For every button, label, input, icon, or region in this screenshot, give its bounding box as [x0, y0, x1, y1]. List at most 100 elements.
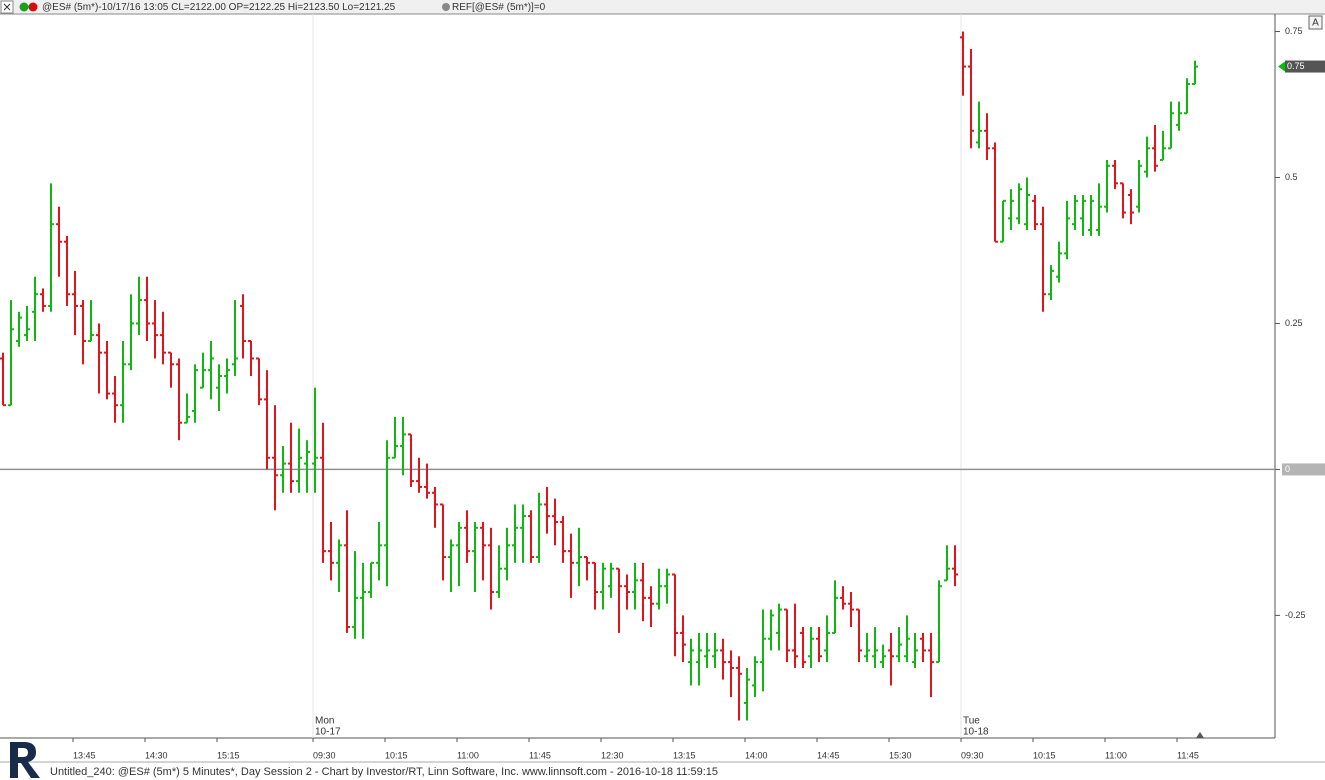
ohlc-bar	[440, 503, 446, 581]
ohlc-bar	[824, 615, 830, 663]
last-flag-arrow	[1278, 61, 1285, 72]
ohlc-bar	[208, 340, 214, 400]
ohlc-bar	[656, 568, 662, 610]
ohlc-bar	[592, 561, 598, 610]
ohlc-bar	[624, 574, 630, 610]
ohlc-bar	[632, 562, 638, 610]
ohlc-bar	[928, 632, 934, 698]
ohlc-bar	[384, 440, 390, 587]
ohlc-bar	[1056, 241, 1062, 283]
ohlc-bar	[1176, 101, 1182, 131]
ohlc-bar	[88, 300, 94, 342]
ohlc-bar	[1008, 189, 1014, 231]
ohlc-bar	[336, 539, 342, 593]
ohlc-bar	[504, 527, 510, 581]
session-day: Mon	[315, 716, 334, 727]
ref-flag-label: 0	[1285, 464, 1290, 474]
x-tick-label: 14:30	[145, 750, 168, 760]
ohlc-bar	[448, 539, 454, 593]
ohlc-bar	[184, 393, 190, 424]
ohlc-bar	[768, 609, 774, 651]
ohlc-bar	[392, 416, 398, 459]
ohlc-bar	[648, 586, 654, 628]
ohlc-bar	[496, 545, 502, 598]
ohlc-bar	[248, 339, 254, 376]
ohlc-bar	[320, 422, 326, 563]
last-flag	[1285, 60, 1325, 73]
ohlc-bar	[600, 562, 606, 610]
ohlc-bar	[936, 580, 942, 664]
ohlc-bar	[1064, 200, 1070, 260]
ohlc-bar	[128, 294, 134, 371]
ohlc-bar	[464, 510, 470, 563]
ohlc-bar	[1080, 195, 1086, 236]
ohlc-bar	[1112, 159, 1118, 190]
ohlc-bar	[720, 638, 726, 680]
ohlc-bar	[376, 521, 382, 581]
ohlc-bar	[1192, 60, 1198, 86]
ohlc-bar	[144, 276, 150, 341]
ohlc-bar	[512, 504, 518, 563]
ohlc-bar	[432, 486, 438, 528]
ohlc-bar	[904, 615, 910, 663]
ohlc-bar	[160, 311, 166, 365]
ohlc-bar	[880, 644, 886, 668]
ohlc-bar	[1072, 195, 1078, 231]
ohlc-bar	[96, 323, 102, 394]
ohlc-bar	[1152, 124, 1158, 172]
ohlc-bar	[896, 627, 902, 663]
ohlc-bar	[568, 533, 574, 598]
ohlc-bar	[192, 364, 198, 423]
y-tick-label: 0.75	[1285, 26, 1303, 36]
ohlc-bar	[968, 49, 974, 149]
ohlc-bar	[952, 545, 958, 587]
ohlc-bar	[1168, 101, 1174, 150]
ohlc-bar	[872, 627, 878, 668]
red-dot	[28, 2, 38, 12]
ohlc-bar	[864, 632, 870, 663]
ohlc-bar	[72, 270, 78, 336]
ohlc-bar	[552, 498, 558, 546]
x-tick-label: 15:15	[217, 750, 240, 760]
ohlc-bar	[912, 632, 918, 668]
ohlc-bar	[1184, 78, 1190, 115]
session-day: Tue	[963, 716, 980, 727]
ohlc-bar	[400, 416, 406, 476]
ohlc-bar	[536, 492, 542, 563]
ohlc-bar	[472, 521, 478, 593]
ohlc-bar	[1128, 189, 1134, 225]
ohlc-bar	[696, 632, 702, 686]
ohlc-bar	[312, 387, 318, 493]
ohlc-bar	[528, 510, 534, 563]
ohlc-bar	[944, 545, 950, 582]
ohlc-bar	[752, 656, 758, 698]
ohlc-bar	[560, 516, 566, 563]
ohlc-bar	[112, 376, 118, 423]
ref-dot	[442, 3, 450, 11]
ohlc-bar	[48, 183, 54, 312]
ohlc-bar	[672, 573, 678, 657]
x-tick-label: 11:00	[457, 750, 479, 760]
y-tick-label: 0.5	[1285, 172, 1298, 182]
ohlc-bar	[408, 433, 414, 487]
auto-button[interactable]	[1308, 15, 1323, 30]
ohlc-bar	[784, 608, 790, 663]
x-tick-label: 11:00	[1105, 750, 1127, 760]
ohlc-bar	[1144, 136, 1150, 178]
ohlc-bar	[480, 521, 486, 581]
ohlc-bar	[288, 422, 294, 493]
ohlc-bar	[960, 31, 966, 96]
ohlc-bar	[232, 300, 238, 376]
ohlc-bar	[304, 440, 310, 493]
ohlc-bar	[976, 101, 982, 149]
ohlc-bar	[32, 276, 38, 341]
ohlc-bar	[240, 294, 246, 359]
ohlc-bar	[832, 580, 838, 634]
ohlc-bar	[1040, 206, 1046, 312]
ohlc-bar	[264, 370, 270, 470]
ohlc-bar	[816, 627, 822, 663]
ohlc-bar	[1016, 183, 1022, 225]
x-tick-label: 15:30	[889, 750, 912, 760]
close-icon	[3, 3, 11, 11]
